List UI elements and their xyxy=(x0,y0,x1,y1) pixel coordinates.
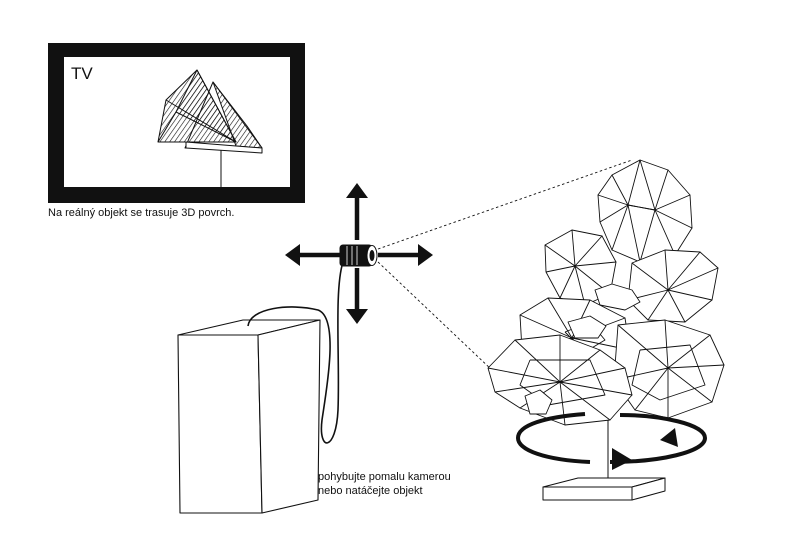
instruction-line-2: nebo natáčejte objekt xyxy=(318,485,423,497)
tv-caption: Na reálný objekt se trasuje 3D povrch. xyxy=(48,207,235,219)
computer-box xyxy=(177,319,321,514)
tv-monitor xyxy=(48,43,305,203)
pedestal xyxy=(542,405,666,501)
tv-preview-shape xyxy=(157,69,263,187)
wireframe-object xyxy=(487,159,725,426)
rotate-arrow-icon xyxy=(515,412,708,470)
camera-cable xyxy=(247,261,344,444)
tv-label: TV xyxy=(71,64,93,83)
instruction-line-1: pohybujte pomalu kamerou xyxy=(318,471,451,483)
camera-icon xyxy=(339,244,378,267)
four-way-arrows-icon xyxy=(285,183,433,324)
